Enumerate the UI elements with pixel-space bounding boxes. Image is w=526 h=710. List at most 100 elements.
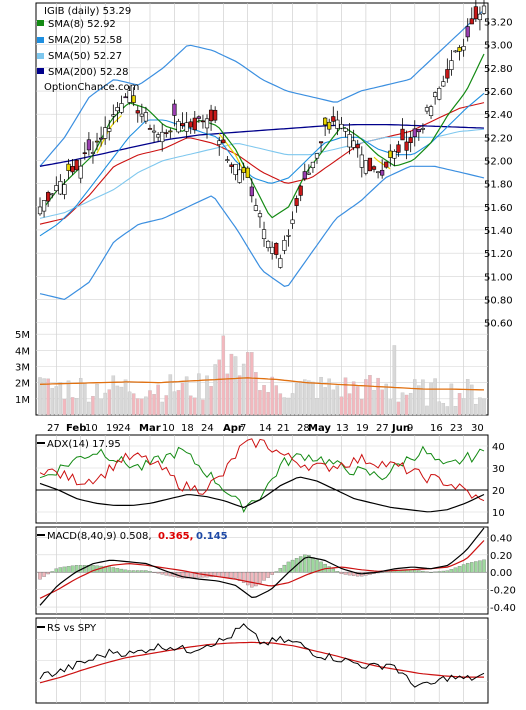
candle-body <box>70 166 75 173</box>
macd-tick-label: 0.00 <box>490 568 512 579</box>
macd-histogram-bar <box>233 572 238 579</box>
macd-histogram-bar <box>140 570 144 573</box>
volume-bar <box>478 397 482 416</box>
macd-histogram-bar <box>311 557 315 573</box>
macd-tick-label: -0.40 <box>490 603 516 614</box>
price-tick-label: 51.40 <box>484 226 513 237</box>
volume-bar <box>245 352 250 416</box>
candle-body <box>225 159 230 161</box>
candle-body <box>196 116 201 119</box>
volume-bar <box>343 377 348 416</box>
macd-histogram-bar <box>429 572 433 573</box>
volume-bar <box>83 382 87 416</box>
macd-histogram-bar <box>282 564 287 573</box>
candle-body <box>131 95 136 103</box>
candle-body <box>94 140 100 143</box>
sma20-swatch <box>37 37 44 43</box>
adx-line <box>39 476 485 513</box>
macd-histogram-bar <box>225 572 230 578</box>
sma8-swatch <box>37 20 44 26</box>
volume-bar <box>131 393 136 416</box>
candle-body <box>351 140 356 148</box>
volume-bar <box>209 386 213 416</box>
volume-bar <box>290 393 295 416</box>
volume-bar <box>453 406 458 416</box>
x-tick-label: 27 <box>376 423 389 434</box>
macd-histogram-bar <box>453 567 458 573</box>
x-tick-label: Feb <box>66 423 86 434</box>
x-tick-label: 19 <box>356 423 369 434</box>
sma200-swatch <box>37 68 44 74</box>
volume-tick-label: 1M <box>15 395 30 406</box>
volume-tick-label: 2M <box>15 379 30 390</box>
macd-histogram-bar <box>111 567 116 573</box>
volume-bar <box>127 391 132 416</box>
price-tick-label: 52.80 <box>484 64 513 75</box>
macd-histogram-bar <box>180 572 185 579</box>
candle-body <box>143 112 149 122</box>
bollinger-lower-line <box>39 165 485 301</box>
macd-swatch <box>37 534 45 536</box>
macd-histogram-bar <box>119 568 124 573</box>
candle-body <box>139 113 144 117</box>
macd-histogram-bar <box>42 572 46 577</box>
candle-body <box>147 128 153 130</box>
volume-bar <box>351 381 356 416</box>
macd-histogram-bar <box>461 564 466 573</box>
volume-bar <box>449 383 454 416</box>
sma50-legend-label: SMA(50) 52.27 <box>48 51 122 62</box>
macd-histogram-bar <box>148 571 152 573</box>
volume-bar <box>376 377 380 416</box>
candle-body <box>424 107 430 112</box>
macd-histogram-bar <box>388 571 393 573</box>
candle-body <box>298 185 303 196</box>
macd-label: MACD(8,40,9) 0.508, <box>47 531 152 542</box>
volume-bar <box>282 397 287 416</box>
candle-body <box>392 151 397 159</box>
price-tick-label: 51.20 <box>484 249 513 260</box>
volume-bar <box>380 389 384 416</box>
macd-histogram-bar <box>303 554 307 573</box>
macd-histogram-bar <box>319 561 323 573</box>
macd-signal-line <box>39 540 485 599</box>
candle-body <box>111 114 116 117</box>
candle-body <box>233 163 238 175</box>
macd-histogram-bar <box>258 572 262 584</box>
macd-histogram-bar <box>184 572 189 579</box>
macd-histogram-bar <box>413 569 417 573</box>
x-tick-label: 9 <box>407 423 413 434</box>
macd-histogram-bar <box>327 566 331 573</box>
candle-body <box>461 46 466 51</box>
candle-body <box>380 169 385 176</box>
candle-body <box>294 198 299 206</box>
volume-bar <box>91 395 95 416</box>
volume-bar <box>176 390 181 416</box>
adx-swatch <box>37 442 45 444</box>
candle-body <box>37 206 43 215</box>
volume-bar <box>197 373 201 416</box>
volume-bar <box>286 397 291 416</box>
adx-panel <box>35 434 489 524</box>
macd-legend: MACD(8,40,9) 0.508, 0.365, 0.145 <box>37 531 228 542</box>
candle-body <box>115 107 120 112</box>
axis-labels: 53.20 53.00 52.80 52.60 52.40 52.20 52.00 51.80… <box>15 18 516 615</box>
macd-histogram-bar <box>380 572 384 573</box>
candle-body <box>257 213 263 218</box>
candle-body <box>176 121 181 133</box>
candle-body <box>270 246 275 254</box>
adx-tick-label: 20 <box>492 486 505 497</box>
sma200-legend-label: SMA(200) 52.28 <box>48 67 129 78</box>
x-tick-label: 30 <box>471 423 484 434</box>
volume-bar <box>62 399 67 416</box>
candle-body <box>78 165 83 179</box>
candle-body <box>347 134 352 148</box>
candle-body <box>363 160 368 174</box>
macd-histogram-bar <box>347 572 352 576</box>
x-tick-label: 14 <box>259 423 272 434</box>
volume-bar <box>140 398 144 416</box>
candle-body <box>253 205 258 211</box>
adx-tick-label: 30 <box>492 464 505 475</box>
volume-bar <box>225 373 230 416</box>
candle-body <box>310 161 316 168</box>
